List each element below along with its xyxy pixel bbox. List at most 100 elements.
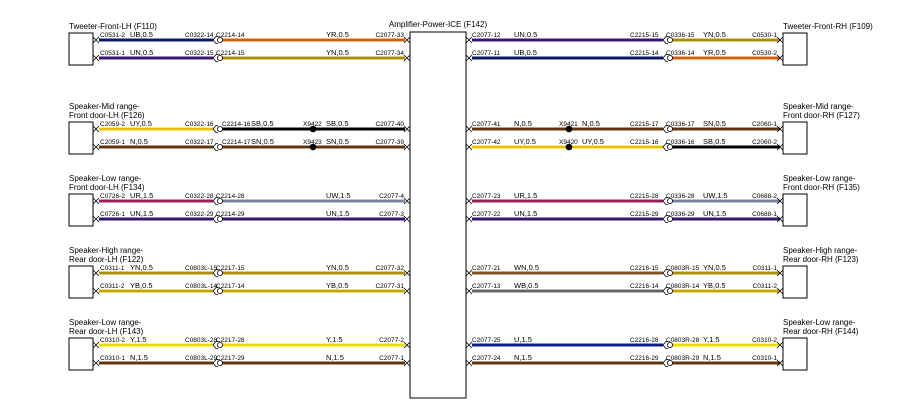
- terminal-mark: [403, 197, 411, 205]
- connector-pin: C2060-1: [752, 121, 777, 128]
- inline-connector-female: [216, 287, 223, 294]
- component-title: Rear door-LH (F143): [69, 327, 144, 336]
- inline-connector-male: [662, 36, 668, 44]
- connector-pin: C0311-2: [100, 283, 125, 290]
- inline-connector-male: [662, 125, 668, 133]
- wire-spec: N,1.5: [703, 353, 721, 362]
- right-group: Speaker-Low range-Rear door-RH (F144) C20…: [465, 318, 859, 371]
- inline-pin: C0322-16: [185, 121, 214, 128]
- inline-connector-female: [216, 55, 223, 62]
- inline-connector-male: [662, 197, 668, 205]
- right-group: Speaker-High range-Rear door-RH (F123) C2…: [465, 246, 859, 299]
- terminal-mark: [465, 143, 473, 151]
- wire-spec: SB,0.5: [703, 137, 726, 146]
- terminal-mark: [92, 215, 100, 223]
- component-title: Front door-LH (F134): [69, 183, 145, 192]
- component-box: [68, 121, 94, 155]
- inline-connector-female: [667, 126, 674, 133]
- inline-pin: C0322-17: [185, 139, 214, 146]
- inline-connector-female: [216, 143, 223, 150]
- inline-pin: C0803R-29: [666, 355, 700, 362]
- connector-pin: C2059-2: [100, 121, 125, 128]
- inline-connector-male: [212, 215, 218, 223]
- terminal-mark: [403, 215, 411, 223]
- amp-pin: C2077-4: [379, 193, 404, 200]
- component-title: Speaker-Low range-: [69, 318, 142, 327]
- terminal-mark: [465, 359, 473, 367]
- component-box: [782, 265, 808, 299]
- inline-pin: C2216-15: [630, 265, 659, 272]
- component-title: Speaker-Low range-: [783, 318, 856, 327]
- wire-spec: YN,0.5: [326, 48, 349, 57]
- component-box: [68, 193, 94, 227]
- terminal-mark: [465, 287, 473, 295]
- connector-pin: C2060-2: [752, 139, 777, 146]
- component-title: Speaker-Mid range-: [69, 102, 140, 111]
- component-title: Speaker-High range-: [69, 246, 144, 255]
- wire-spec: UN,0.5: [514, 30, 537, 39]
- amp-pin: C2077-22: [472, 211, 501, 218]
- amplifier-title: Amplifier-Power-ICE (F142): [389, 20, 488, 29]
- wire-spec: UN,0.5: [130, 48, 153, 57]
- inline-connector-female: [667, 197, 674, 204]
- left-group: Speaker-High range-Rear door-LH (F122)C0…: [68, 246, 411, 299]
- terminal-mark: [92, 197, 100, 205]
- inline-pin: C2215-29: [630, 211, 659, 218]
- connector-pin: C2059-1: [100, 139, 125, 146]
- inline-connector-male: [212, 36, 218, 44]
- left-group: Speaker-Mid range-Front door-LH (F126)C2…: [68, 102, 411, 155]
- terminal-mark: [403, 269, 411, 277]
- terminal-mark: [776, 125, 784, 133]
- component-box: [68, 32, 94, 66]
- connector-pin: C0310-2: [100, 337, 125, 344]
- inline-pin: C0336-16: [666, 139, 695, 146]
- inline-pin: C0803R-14: [666, 283, 700, 290]
- wire-spec: YR,0.5: [326, 30, 349, 39]
- terminal-mark: [403, 287, 411, 295]
- terminal-mark: [776, 36, 784, 44]
- inline-connector-male: [212, 287, 218, 295]
- inline-connector-female: [667, 55, 674, 62]
- inline-pin: C0803R-28: [666, 337, 700, 344]
- wire-spec: Y,1.5: [703, 335, 720, 344]
- amp-pin: C2077-40: [375, 121, 404, 128]
- wire-spec: YB,0.5: [703, 281, 726, 290]
- component-title: Speaker-Low range-: [783, 174, 856, 183]
- inline-connector-female: [216, 341, 223, 348]
- wire-spec: N,0.5: [514, 119, 532, 128]
- wire-spec: N,0.5: [582, 119, 600, 128]
- wire-spec: Y,1.5: [130, 335, 147, 344]
- wire-spec: UN,1.5: [703, 209, 726, 218]
- wire-spec: YN,0.5: [130, 263, 153, 272]
- inline-connector-male: [662, 54, 668, 62]
- inline-pin: C2214-29: [216, 211, 245, 218]
- inline-connector-female: [216, 269, 223, 276]
- wire-spec: UN,1.5: [326, 209, 349, 218]
- amp-pin: C2077-34: [375, 50, 404, 57]
- wire-spec: Y,1.5: [326, 335, 343, 344]
- wire-spec: UY,0.5: [582, 137, 604, 146]
- left-group: Speaker-Low range-Rear door-LH (F143)C03…: [68, 318, 411, 371]
- terminal-mark: [92, 359, 100, 367]
- inline-pin: C0322-29: [185, 211, 214, 218]
- terminal-mark: [776, 359, 784, 367]
- inline-pin: C0803L-15: [185, 265, 218, 272]
- wire-spec: UW,1.5: [703, 191, 728, 200]
- connector-pin: C0530-1: [752, 32, 777, 39]
- inline-pin: C2215-14: [630, 50, 659, 57]
- right-group: Tweeter-Front-RH (F109) C2077-12 UN,0.5 C22…: [465, 22, 873, 66]
- component-box: [782, 193, 808, 227]
- amp-pin: C2077-2: [379, 337, 404, 344]
- inline-pin: C2217-14: [216, 283, 245, 290]
- inline-pin: C2215-17: [630, 121, 659, 128]
- inline-connector-female: [667, 215, 674, 222]
- wire-spec: UN,1.5: [514, 209, 537, 218]
- inline-connector-female: [216, 197, 223, 204]
- wire-spec: N,1.5: [514, 353, 532, 362]
- terminal-mark: [92, 269, 100, 277]
- connector-pin: C0726-1: [100, 211, 125, 218]
- terminal-mark: [465, 36, 473, 44]
- wire-spec: SN,0.5: [703, 119, 726, 128]
- component-title: Speaker-Low range-: [69, 174, 142, 183]
- inline-connector-female: [667, 143, 674, 150]
